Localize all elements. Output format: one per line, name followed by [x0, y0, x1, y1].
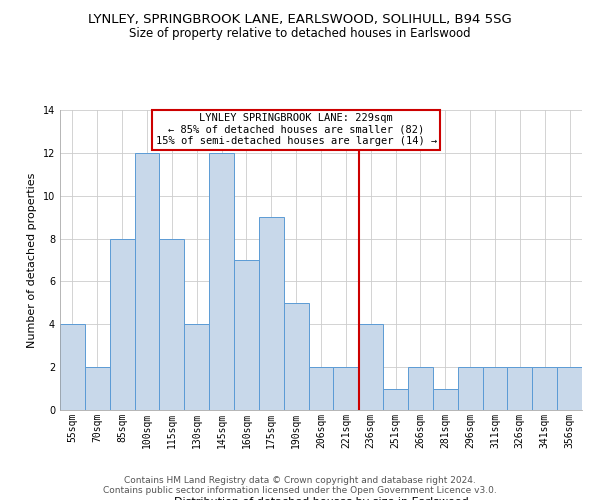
Bar: [383, 388, 408, 410]
Bar: [60, 324, 85, 410]
Bar: [482, 367, 508, 410]
Text: LYNLEY, SPRINGBROOK LANE, EARLSWOOD, SOLIHULL, B94 5SG: LYNLEY, SPRINGBROOK LANE, EARLSWOOD, SOL…: [88, 12, 512, 26]
Text: Contains public sector information licensed under the Open Government Licence v3: Contains public sector information licen…: [103, 486, 497, 495]
Text: Contains HM Land Registry data © Crown copyright and database right 2024.: Contains HM Land Registry data © Crown c…: [124, 476, 476, 485]
Bar: [334, 367, 358, 410]
Bar: [259, 217, 284, 410]
Bar: [532, 367, 557, 410]
Text: Size of property relative to detached houses in Earlswood: Size of property relative to detached ho…: [129, 28, 471, 40]
Bar: [85, 367, 110, 410]
Bar: [284, 303, 308, 410]
Bar: [134, 153, 160, 410]
Bar: [508, 367, 532, 410]
Bar: [557, 367, 582, 410]
X-axis label: Distribution of detached houses by size in Earlswood: Distribution of detached houses by size …: [173, 496, 469, 500]
Bar: [160, 238, 184, 410]
Text: LYNLEY SPRINGBROOK LANE: 229sqm
← 85% of detached houses are smaller (82)
15% of: LYNLEY SPRINGBROOK LANE: 229sqm ← 85% of…: [155, 113, 437, 146]
Bar: [184, 324, 209, 410]
Bar: [408, 367, 433, 410]
Bar: [358, 324, 383, 410]
Bar: [458, 367, 482, 410]
Bar: [308, 367, 334, 410]
Bar: [209, 153, 234, 410]
Bar: [110, 238, 134, 410]
Y-axis label: Number of detached properties: Number of detached properties: [27, 172, 37, 348]
Bar: [433, 388, 458, 410]
Bar: [234, 260, 259, 410]
